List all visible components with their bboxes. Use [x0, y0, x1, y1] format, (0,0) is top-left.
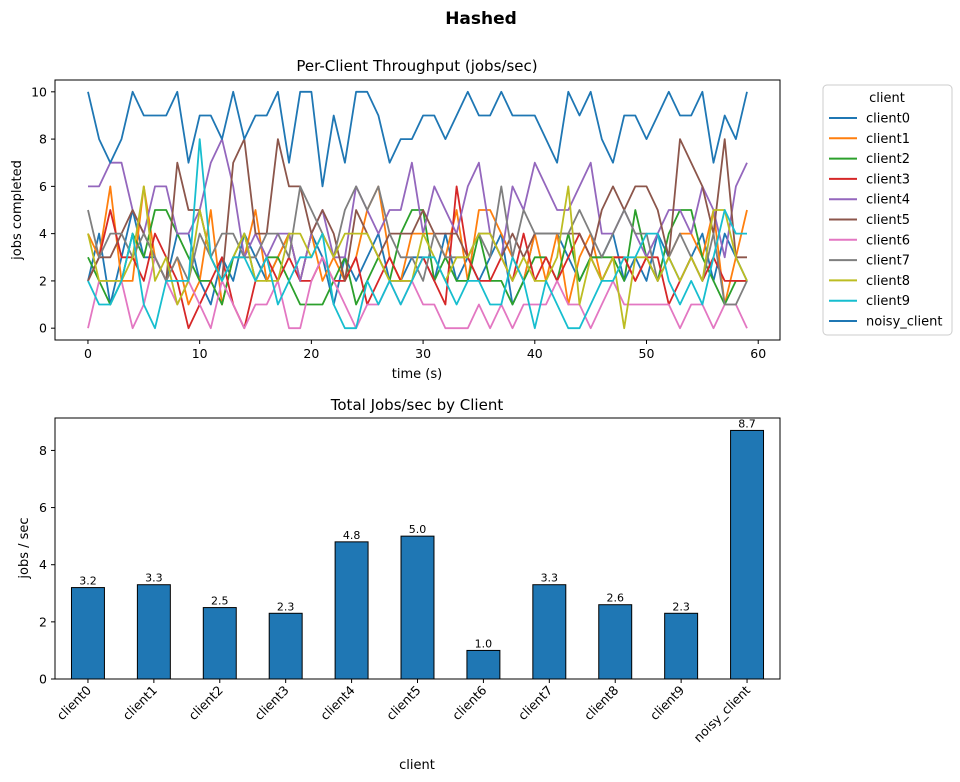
line-series-client9 — [87, 138, 747, 330]
legend-box — [822, 84, 953, 336]
line-series-client5 — [87, 138, 747, 282]
line-chart-title: Per-Client Throughput (jobs/sec) — [296, 57, 537, 75]
bar-chart: Total Jobs/sec by Client 3.2 3.3 2.5 2.3 4.8… — [17, 396, 781, 773]
bar-plot-frame — [54, 417, 781, 680]
x-tick-label: 50 — [639, 346, 655, 361]
bar-value-label-client4: 4.8 — [343, 529, 361, 542]
bar-client4 — [334, 541, 369, 680]
line-x-label: time (s) — [392, 367, 442, 382]
legend: client client0client1client2client3clien… — [822, 84, 953, 336]
y-tick-label: 4 — [39, 226, 47, 241]
legend-label-client0: client0 — [866, 112, 910, 127]
bar-value-label-client9: 2.3 — [672, 600, 690, 613]
legend-label-noisy_client: noisy_client — [866, 315, 942, 330]
x-tick-label: 30 — [415, 346, 431, 361]
bar-client6 — [466, 649, 501, 680]
bar-y-tick-label: 6 — [39, 500, 47, 515]
legend-label-client7: client7 — [866, 254, 910, 269]
bar-value-label-client7: 3.3 — [541, 572, 559, 585]
line-series-client6 — [87, 256, 748, 330]
bar-x-tick-label: client5 — [383, 683, 424, 724]
bar-y-tick-label: 8 — [39, 443, 47, 458]
bar-x-tick-label: client3 — [251, 683, 292, 724]
legend-items: client0 client1 client2 client3 client4 clien… — [829, 112, 942, 330]
bar-client3 — [268, 612, 303, 680]
bar-client8 — [598, 604, 633, 680]
y-tick-label: 10 — [31, 84, 47, 99]
y-tick-label: 6 — [39, 179, 47, 194]
line-series-client2 — [87, 209, 747, 306]
line-series-client8 — [87, 185, 748, 330]
line-series-group — [87, 90, 748, 330]
bar-value-label-client3: 2.3 — [277, 600, 295, 613]
bar-value-label-client5: 5.0 — [409, 523, 427, 536]
bar-value-label-client2: 2.5 — [211, 595, 229, 608]
bar-value-label-client0: 3.2 — [79, 575, 97, 588]
legend-label-client1: client1 — [866, 132, 910, 147]
bar-x-tick-label: client1 — [119, 683, 160, 724]
bar-chart-title: Total Jobs/sec by Client — [330, 396, 504, 414]
line-y-label: jobs completed — [10, 160, 25, 261]
bar-y-tick-label: 2 — [39, 614, 47, 629]
line-plot-frame — [54, 79, 781, 341]
legend-label-client2: client2 — [866, 152, 910, 167]
bar-value-label-noisy_client: 8.7 — [738, 417, 756, 430]
legend-label-client3: client3 — [866, 172, 910, 187]
bar-x-label: client — [399, 758, 435, 773]
line-chart: Per-Client Throughput (jobs/sec) 0 10 20 30… — [10, 57, 781, 382]
bar-y-tick-label: 0 — [39, 672, 47, 687]
bar-y-label: jobs / sec — [17, 517, 32, 579]
legend-label-client9: client9 — [866, 294, 910, 309]
bar-x-tick-label: client8 — [581, 682, 622, 723]
legend-label-client4: client4 — [866, 193, 910, 208]
bar-client1 — [136, 584, 171, 680]
line-series-noisy_client — [87, 90, 748, 188]
bar-value-label-client6: 1.0 — [475, 637, 493, 650]
bar-x-tick-label: client2 — [185, 683, 226, 724]
bar-marks-group: 3.2 3.3 2.5 2.3 4.8 5.0 1.0 3.3 2.6 2.3 8.7 — [70, 417, 765, 680]
bar-client7 — [532, 584, 567, 680]
y-tick-label: 0 — [39, 321, 47, 336]
bar-value-label-client8: 2.6 — [606, 592, 624, 605]
bar-client5 — [400, 535, 435, 680]
bar-client0 — [70, 587, 105, 680]
bar-value-label-client1: 3.3 — [145, 572, 163, 585]
line-ticks-group: 0 10 20 30 40 50 60 0 2 4 6 8 10 — [31, 84, 766, 361]
line-series-client4 — [88, 138, 748, 282]
y-tick-label: 2 — [39, 273, 47, 288]
x-tick-label: 0 — [84, 346, 92, 361]
legend-label-client6: client6 — [866, 233, 910, 248]
bar-client2 — [202, 607, 237, 680]
legend-label-client5: client5 — [866, 213, 910, 228]
bar-x-tick-label: noisy_client — [691, 682, 754, 745]
legend-title: client — [869, 91, 905, 106]
bar-x-tick-label: client9 — [647, 682, 688, 723]
bar-noisy_client — [730, 429, 765, 680]
y-tick-label: 8 — [39, 132, 47, 147]
x-tick-label: 10 — [192, 346, 208, 361]
bar-y-tick-label: 4 — [39, 557, 47, 572]
figure-title: Hashed — [445, 9, 517, 29]
bar-x-tick-label: client0 — [54, 682, 95, 723]
bar-x-tick-label: client6 — [449, 682, 490, 723]
bar-client9 — [664, 612, 699, 680]
legend-label-client8: client8 — [866, 274, 910, 289]
bar-x-tick-label: client7 — [515, 683, 556, 724]
x-tick-label: 20 — [303, 346, 319, 361]
bar-x-tick-label: client4 — [317, 682, 358, 723]
x-tick-label: 60 — [750, 346, 766, 361]
x-tick-label: 40 — [527, 346, 543, 361]
